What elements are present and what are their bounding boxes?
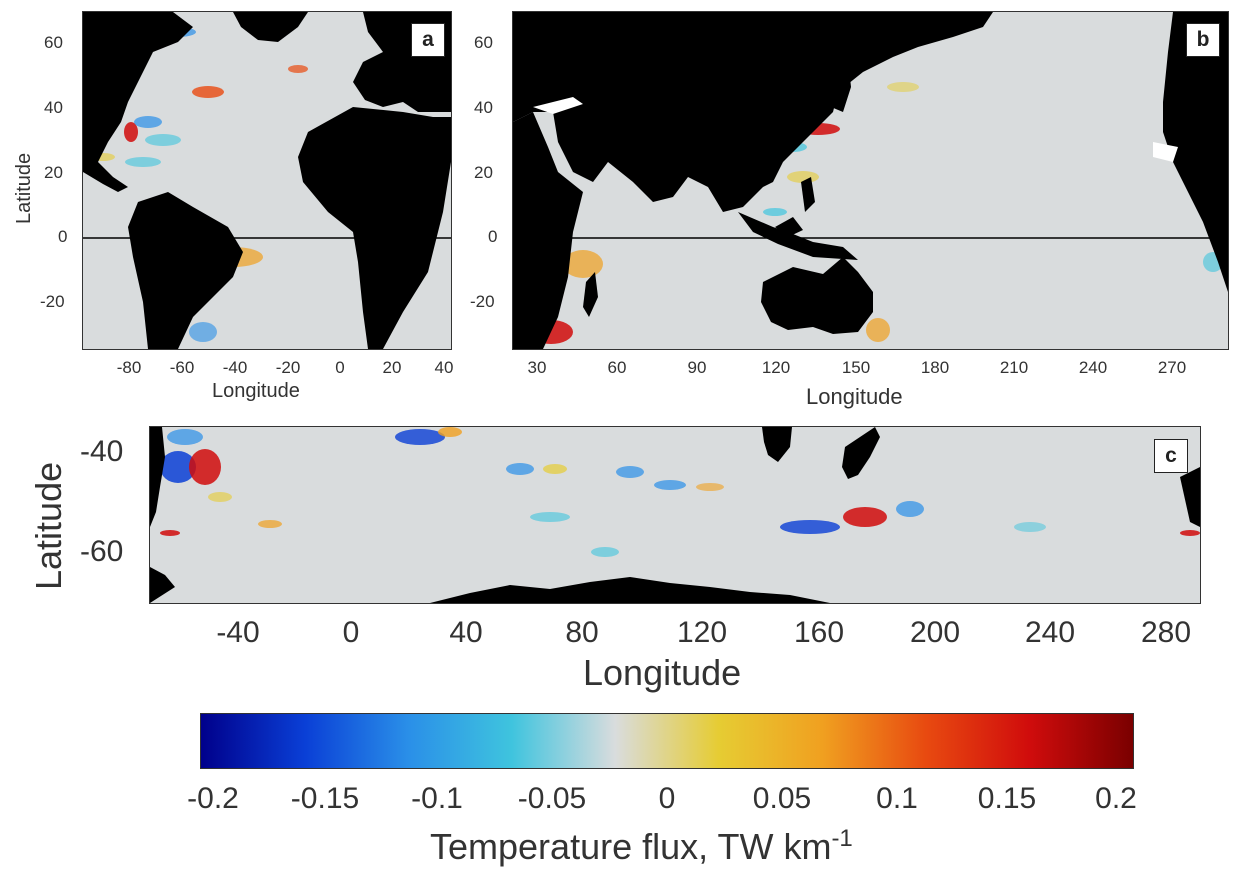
map-a-svg [83,12,451,349]
xtick-b-120: 120 [761,358,791,377]
cbar-tick-neg0.1: -0.1 [411,782,463,815]
map-panel-c: c [149,426,1201,604]
ytick-c-neg60: -60 [80,535,124,568]
xtick-b-150: 150 [841,358,871,377]
xtick-a-40: 40 [434,358,454,377]
ylabel-a: Latitude [13,152,35,224]
xtick-b-90: 90 [687,358,707,377]
cbar-tick-neg0.2: -0.2 [187,782,239,815]
ytick-a-40: 40 [44,98,63,117]
ytick-b-40: 40 [474,98,493,117]
cbar-tick-neg0.05: -0.05 [517,782,587,815]
xlabel-b: Longitude [806,384,903,409]
ytick-b-20: 20 [474,163,493,182]
map-panel-b: b [512,11,1229,350]
cbar-tick-neg0.15: -0.15 [290,782,360,815]
panel-label-c: c [1154,439,1188,473]
cbar-tick-0.15: 0.15 [977,782,1037,815]
cbar-tick-0.05: 0.05 [752,782,812,815]
xtick-c-280: 280 [1140,616,1192,649]
xtick-b-240: 240 [1078,358,1108,377]
ytick-a-0: 0 [58,227,68,246]
anomaly-layer-c [160,427,1200,557]
ytick-b-60: 60 [474,33,493,52]
panel-label-b: b [1186,23,1220,57]
ytick-a-neg20: -20 [40,292,65,311]
xlabel-c: Longitude [583,652,742,693]
xtick-b-270: 270 [1157,358,1187,377]
ytick-c-neg40: -40 [80,435,124,468]
xtick-c-40: 40 [449,616,483,649]
panel-label-a: a [411,23,445,57]
xtick-a-neg60: -60 [169,358,195,377]
xtick-c-80: 80 [565,616,599,649]
map-panel-a: a [82,11,452,350]
colorbar-label-superscript: -1 [831,825,853,852]
ytick-b-neg20: -20 [470,292,495,311]
xtick-c-neg40: -40 [216,616,260,649]
landmass-layer-a [83,12,451,349]
landmass-layer-b [513,12,1228,349]
cbar-tick-0.2: 0.2 [1095,782,1137,815]
colorbar-label-text: Temperature flux, TW km [430,826,832,867]
cbar-tick-0: 0 [658,782,676,815]
landmass-layer-c [150,427,1200,603]
xtick-c-200: 200 [909,616,961,649]
map-c-svg [150,427,1200,603]
xtick-a-neg20: -20 [275,358,301,377]
ytick-b-0: 0 [488,227,498,246]
xtick-b-210: 210 [999,358,1029,377]
xtick-b-30: 30 [527,358,547,377]
xlabel-a: Longitude [212,380,300,402]
xtick-b-60: 60 [607,358,627,377]
xtick-a-20: 20 [382,358,402,377]
colorbar [200,713,1134,769]
ytick-a-20: 20 [44,163,63,182]
ylabel-c: Latitude [28,461,69,590]
xtick-c-160: 160 [793,616,845,649]
colorbar-label: Temperature flux, TW km-1 [430,825,853,868]
xtick-a-neg40: -40 [222,358,248,377]
xtick-c-240: 240 [1024,616,1076,649]
xtick-c-120: 120 [676,616,728,649]
map-b-svg [513,12,1228,349]
xtick-c-0: 0 [342,616,360,649]
cbar-tick-0.1: 0.1 [876,782,918,815]
ytick-a-60: 60 [44,33,63,52]
xtick-a-neg80: -80 [116,358,142,377]
xtick-b-180: 180 [920,358,950,377]
xtick-a-0: 0 [335,358,345,377]
